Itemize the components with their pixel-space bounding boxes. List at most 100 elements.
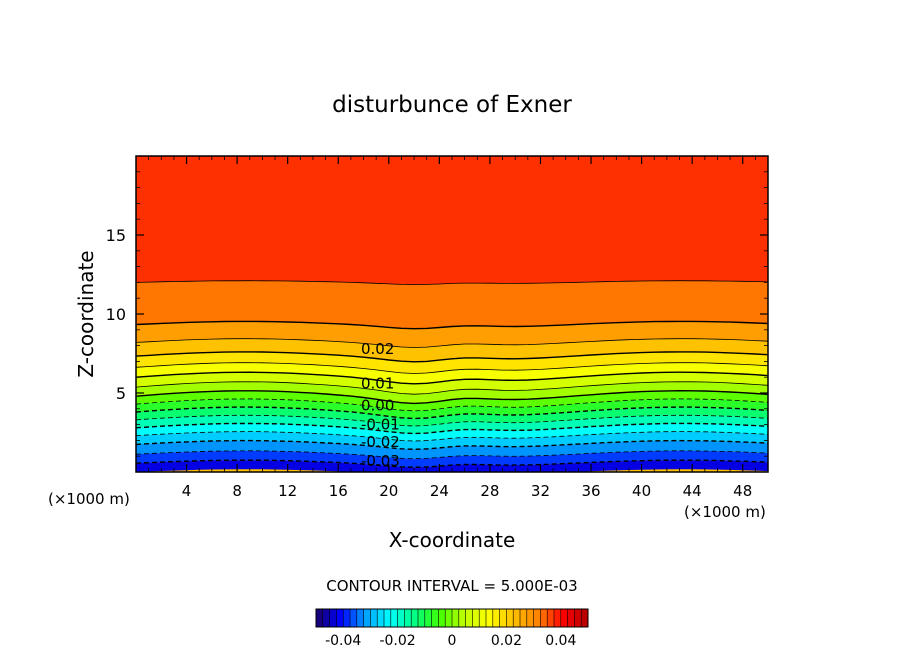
colorbar-swatch <box>431 609 439 627</box>
colorbar-swatch <box>520 609 528 627</box>
x-tick-label: 32 <box>531 482 550 500</box>
colorbar-swatch <box>384 609 392 627</box>
contour-band <box>136 407 768 426</box>
colorbar-swatch <box>452 609 460 627</box>
contour-band <box>136 321 768 348</box>
colorbar-swatch <box>343 609 351 627</box>
x-unit-right: (×1000 m) <box>684 503 766 521</box>
y-axis-label: Z-coordinate <box>74 250 98 377</box>
contour-label: -0.03 <box>361 452 400 470</box>
contour-interval-text: CONTOUR INTERVAL = 5.000E-03 <box>326 577 577 595</box>
colorbar-swatch <box>356 609 364 627</box>
colorbar-swatch <box>547 609 555 627</box>
x-tick-label: 28 <box>480 482 499 500</box>
contour-band <box>136 423 768 441</box>
x-axis-label: X-coordinate <box>389 528 516 552</box>
colorbar-swatch <box>492 609 500 627</box>
colorbar-swatch <box>438 609 446 627</box>
contour-line <box>136 431 768 442</box>
y-axis-ticks: 5 10 15 <box>106 171 768 457</box>
contour-labels: 0.02 0.01 0.00-0.01-0.02-0.03 <box>361 340 400 470</box>
contour-line <box>136 459 768 469</box>
colorbar-frame <box>315 608 589 628</box>
contour-line <box>136 450 768 460</box>
x-tick-label: 4 <box>182 482 192 500</box>
contour-band <box>136 381 768 404</box>
colorbar-tick-label: -0.02 <box>379 633 415 649</box>
contour-lines <box>136 280 768 469</box>
filled-contour-bands <box>136 156 768 472</box>
x-tick-label: 44 <box>683 482 702 500</box>
x-tick-label: 12 <box>278 482 297 500</box>
x-tick-label: 36 <box>581 482 600 500</box>
colorbar-swatch <box>418 609 426 627</box>
colorbar-swatch <box>424 609 432 627</box>
y-tick-label: 10 <box>106 305 126 324</box>
colorbar-swatch <box>329 609 337 627</box>
contour-band <box>136 351 768 374</box>
colorbar-swatch <box>499 609 507 627</box>
colorbar-swatch <box>411 609 419 627</box>
colorbar-swatch <box>479 609 487 627</box>
colorbar-swatch <box>554 609 562 627</box>
colorbar <box>315 608 589 628</box>
contour-line <box>136 320 768 330</box>
colorbar-swatch <box>458 609 466 627</box>
contour-label: -0.02 <box>361 433 400 451</box>
contour-band <box>136 431 768 450</box>
x-tick-label: 16 <box>329 482 348 500</box>
contour-band <box>136 398 768 419</box>
colorbar-swatch <box>350 609 358 627</box>
y-tick-label: 15 <box>106 226 126 245</box>
colorbar-swatch <box>513 609 521 627</box>
contour-label: 0.00 <box>361 397 394 415</box>
colorbar-tick-labels: -0.04 -0.02 0 0.02 0.04 <box>325 633 576 649</box>
contour-line <box>136 389 768 405</box>
colorbar-swatch <box>506 609 514 627</box>
colorbar-swatch <box>316 609 324 627</box>
x-tick-label: 40 <box>632 482 651 500</box>
chart-title: disturbunce of Exner <box>332 92 572 118</box>
contour-band <box>136 280 768 329</box>
contour-band <box>136 156 768 285</box>
x-tick-label: 48 <box>733 482 752 500</box>
colorbar-tick-label: -0.04 <box>325 633 361 649</box>
contour-line <box>136 422 768 435</box>
x-axis-ticks: 4 8 12 16 20 24 28 32 36 40 44 48 <box>148 156 756 500</box>
contour-line <box>136 414 768 427</box>
x-tick-label: 8 <box>232 482 242 500</box>
contour-line <box>136 439 768 451</box>
contour-line <box>136 280 768 286</box>
colorbar-swatch <box>322 609 330 627</box>
contour-label: 0.01 <box>361 375 394 393</box>
colorbar-swatch <box>336 609 344 627</box>
contour-line <box>136 371 768 385</box>
colorbar-swatch <box>560 609 568 627</box>
x-tick-label: 20 <box>379 482 398 500</box>
contour-line <box>136 398 768 412</box>
contour-band <box>136 450 768 468</box>
contour-line <box>136 362 768 374</box>
colorbar-swatch <box>377 609 385 627</box>
colorbar-swatch <box>370 609 378 627</box>
contour-line <box>136 351 768 363</box>
colorbar-swatch <box>540 609 548 627</box>
colorbar-swatch <box>445 609 453 627</box>
colorbar-swatch <box>574 609 582 627</box>
colorbar-swatch <box>533 609 541 627</box>
colorbar-swatch <box>390 609 398 627</box>
colorbar-swatch <box>581 609 589 627</box>
contour-line <box>136 406 768 420</box>
colorbar-tick-label: 0 <box>448 633 457 649</box>
contour-line <box>136 381 768 395</box>
contour-field <box>136 156 768 472</box>
colorbar-swatch <box>567 609 575 627</box>
contour-label: 0.02 <box>361 340 394 358</box>
contour-band <box>136 362 768 384</box>
colorbar-swatch <box>397 609 405 627</box>
colorbar-swatch <box>404 609 412 627</box>
colorbar-tick-label: 0.04 <box>545 633 576 649</box>
x-tick-label: 24 <box>430 482 449 500</box>
contour-label: -0.01 <box>361 416 400 434</box>
